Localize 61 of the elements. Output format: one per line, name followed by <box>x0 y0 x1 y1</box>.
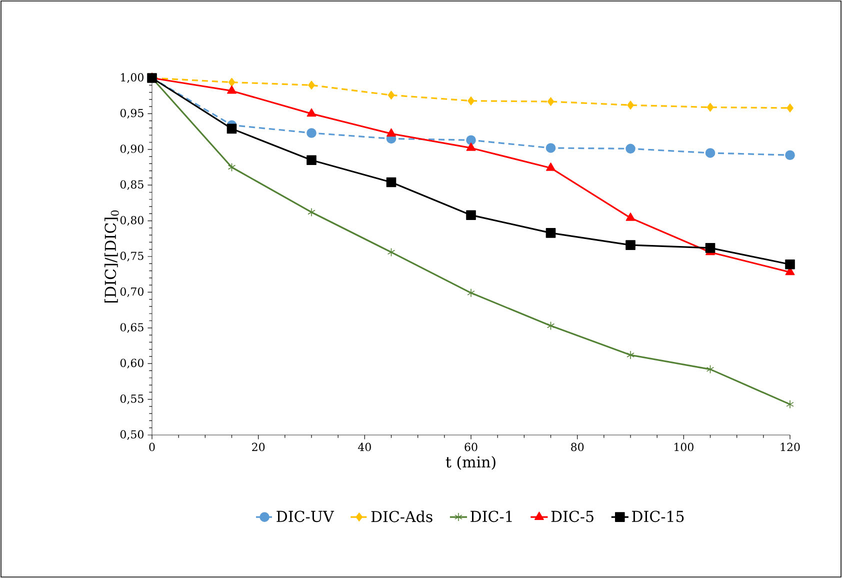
y-axis-title: [DIC]/[DIC]$_{0}$ <box>104 210 119 302</box>
x-tick-label: 120 <box>780 442 800 452</box>
x-axis-title: t (min) <box>446 456 496 470</box>
point <box>466 135 476 146</box>
point <box>386 177 396 188</box>
point <box>306 128 316 138</box>
point <box>306 155 316 166</box>
y-tick-label: 0,50 <box>120 430 144 440</box>
point <box>308 208 316 217</box>
point <box>785 259 795 270</box>
point <box>306 108 316 117</box>
x-tick-label: 40 <box>358 442 371 452</box>
point <box>706 364 714 374</box>
point <box>467 288 475 298</box>
y-tick-label: 0,60 <box>120 358 144 368</box>
y-tick-label: 0,95 <box>120 108 144 119</box>
point <box>705 243 716 253</box>
x-tick-label: 20 <box>252 442 265 452</box>
point <box>546 162 556 171</box>
x-tick-label: 80 <box>571 442 584 452</box>
point <box>786 104 794 112</box>
point <box>466 142 476 151</box>
point <box>227 85 236 94</box>
y-tick-label: 0,55 <box>120 394 144 404</box>
point <box>388 90 395 100</box>
point <box>468 96 474 106</box>
point <box>786 400 794 409</box>
legend-label: DIC-1 <box>470 510 512 522</box>
point <box>546 143 556 153</box>
y-tick-label: 0,80 <box>120 216 144 226</box>
point <box>626 350 634 360</box>
point <box>705 148 716 158</box>
point <box>466 210 476 220</box>
point <box>387 248 396 257</box>
point <box>308 80 315 90</box>
point <box>785 150 795 160</box>
point <box>226 124 237 134</box>
point <box>228 78 236 87</box>
point <box>626 240 636 250</box>
point <box>626 212 636 221</box>
legend-label: DIC-5 <box>551 510 594 522</box>
y-tick-label: 1,00 <box>121 73 144 83</box>
point <box>386 128 396 137</box>
legend-label: DIC-15 <box>632 510 684 522</box>
x-tick-label: 100 <box>674 442 694 452</box>
point <box>706 102 714 112</box>
point <box>228 162 236 172</box>
point <box>627 100 634 110</box>
legend-label: DIC-UV <box>276 510 334 522</box>
y-tick-label: 0,70 <box>120 287 144 298</box>
point <box>626 144 636 154</box>
y-tick-label: 0,75 <box>120 252 144 262</box>
point <box>546 321 555 330</box>
legend-label: DIC-Ads <box>371 510 432 522</box>
point <box>546 228 556 238</box>
point <box>547 97 554 106</box>
y-tick-label: 0,90 <box>120 144 144 154</box>
y-tick-label: 0,65 <box>120 323 144 333</box>
x-tick-label: 0 <box>149 442 155 452</box>
y-tick-label: 0,85 <box>120 180 144 190</box>
x-tick-label: 60 <box>464 442 478 452</box>
